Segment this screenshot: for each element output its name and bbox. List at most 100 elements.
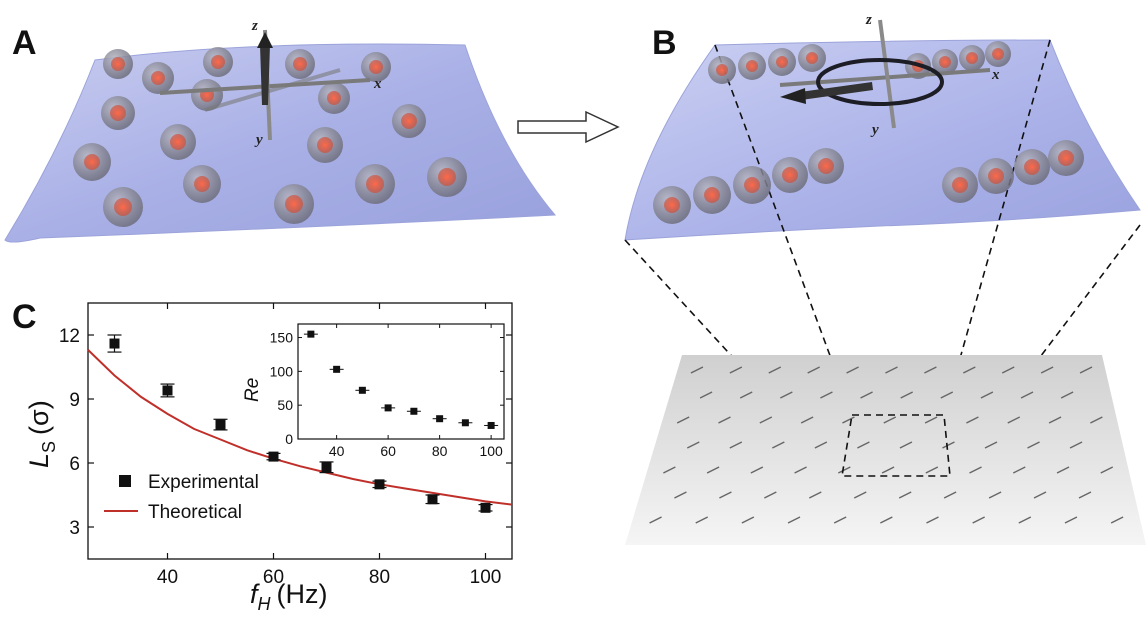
substrate-mark [883,416,897,424]
theoretical-line [87,349,513,506]
colloid-particle [392,104,426,138]
colloid-particle [285,49,315,79]
x-tick-label: 40 [157,567,178,588]
substrate-mark [1007,416,1021,424]
substrate-mark [842,416,855,424]
substrate-mark [900,391,913,399]
substrate-mark [1048,416,1062,424]
substrate-mark [924,366,937,374]
experimental-point [162,385,173,396]
legend-label-theoretical: Theoretical [148,502,242,523]
main-chart: 40 60 80 100 3 6 9 12 Experimental Theoretical fH(… [24,302,513,614]
substrate-mark [881,466,895,474]
substrate-plate [625,355,1146,545]
y-tick-label: 12 [59,326,80,347]
substrate-mark [764,491,777,499]
substrate-mark [780,391,793,399]
field-arrow-icon [800,82,873,100]
substrate-mark [988,491,1002,499]
substrate-mark [857,441,870,449]
colloid-particle [427,157,467,197]
substrate-mark [1027,441,1040,449]
x-tick-label: 100 [470,567,502,588]
substrate-mark [807,366,820,374]
axis-y-label-a: y [254,132,263,148]
y-tick-label: 3 [69,518,80,539]
x-axis-label: fH (Hz) [250,579,328,614]
coordinate-axes-b: z x y [779,12,1000,138]
colloid-particle [142,62,174,94]
colloid-particle [103,187,143,227]
substrate-mark [943,491,957,499]
plot-frame [87,302,513,560]
substrate-mark [940,391,954,399]
substrate-mark [1078,491,1092,499]
colloid-particle [160,124,196,160]
panel-label-b: B [652,24,677,62]
inset-point [333,365,341,373]
axis-y-label-b: y [870,122,879,138]
substrate-mark [690,366,704,374]
inset-x-tick-label: 100 [479,443,503,459]
substrate-mark [833,516,847,524]
inset-x-tick-label: 80 [432,443,448,459]
colloid-particle [693,176,731,214]
substrate-mark [885,366,898,374]
colloid-particle [978,158,1014,194]
substrate-mark [768,366,782,374]
substrate-mark [674,491,687,499]
substrate-mark [706,466,720,474]
colloid-particle [708,56,736,84]
substrate-mark [772,441,785,449]
inset-chart: 40 60 80 100 0 50 100 150 Re [242,323,505,459]
colloid-particle [361,52,391,82]
substrate-mark [1001,366,1015,374]
panel-b: B [624,12,1146,545]
y-tick-label: 6 [69,454,80,475]
colloid-particle [653,186,691,224]
inset-point [461,419,469,427]
substrate-mark [925,466,939,474]
substrate-mark [718,416,731,424]
transition-arrow-icon [517,110,620,144]
inset-point [384,404,392,412]
experimental-point [374,479,385,490]
substrate-mark [860,391,873,399]
substrate-mark [729,441,743,449]
substrate-mark [808,491,822,499]
inset-y-tick-label: 150 [270,330,294,346]
particle-sheet-a [4,43,557,243]
substrate-mark [962,366,976,374]
substrate-mark [1060,391,1074,399]
experimental-point [321,462,332,473]
panel-label-a: A [12,24,37,62]
substrate-mark [699,391,713,399]
colloid-particle [73,143,111,181]
inset-x-tick-label: 60 [380,443,396,459]
substrate-mark [853,491,867,499]
substrate-mark [750,466,764,474]
particle-chains-b [653,41,1084,224]
inset-x-tick-label: 40 [329,443,345,459]
experimental-point [268,451,279,462]
substrate-mark [1018,516,1032,524]
substrate-mark [926,516,939,524]
inset-point [410,407,418,415]
substrate-mark [739,391,753,399]
colloid-particle [318,82,350,114]
substrate-mark [966,416,979,424]
substrate-mark [1110,516,1124,524]
y-axis-label: LS(σ) [24,400,59,468]
experimental-point [109,338,120,349]
substrate-mark [1069,441,1083,449]
substrate-mark [924,416,938,424]
inset-y-tick-label: 50 [277,397,293,413]
substrate-mark [794,466,807,474]
substrate-mark [1079,366,1093,374]
colloid-particle [932,49,958,75]
substrate-mark [880,516,893,524]
axis-x-label-a: x [373,76,382,92]
inset-y-tick-label: 0 [285,431,293,447]
substrate-mark [972,516,985,524]
colloid-particles-a [73,47,467,227]
